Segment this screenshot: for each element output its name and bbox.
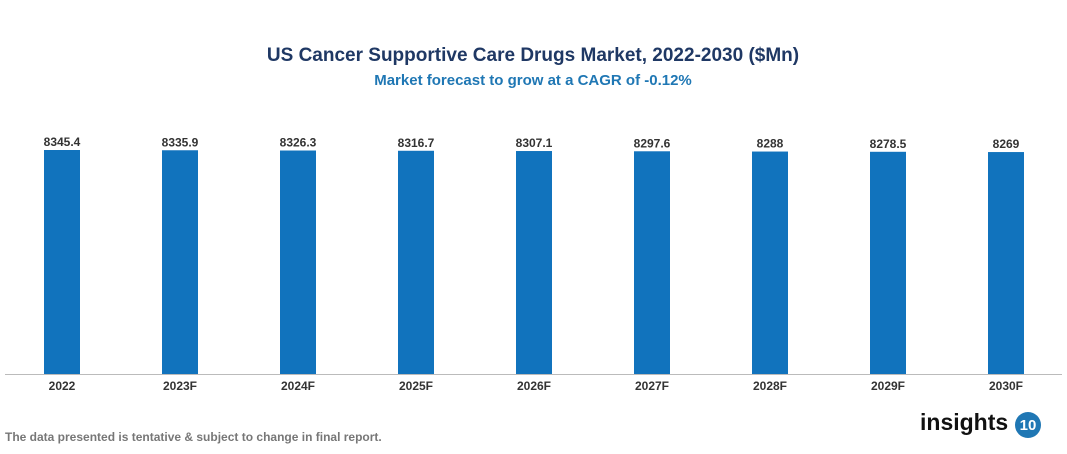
logo-number: 10: [1020, 417, 1037, 434]
x-tick-label: 2025F: [399, 379, 433, 393]
value-label: 8335.9: [162, 135, 199, 149]
value-label: 8307.1: [516, 136, 553, 150]
x-tick-label: 2027F: [635, 379, 669, 393]
x-tick-label: 2026F: [517, 379, 551, 393]
value-label: 8297.6: [634, 136, 671, 150]
value-label: 8345.4: [44, 135, 81, 149]
value-label: 8269: [993, 137, 1020, 151]
bar: [162, 150, 198, 374]
bar: [280, 150, 316, 374]
value-label: 8316.7: [398, 136, 435, 150]
footer-note: The data presented is tentative & subjec…: [5, 430, 382, 444]
x-tick-label: 2024F: [281, 379, 315, 393]
bar: [516, 151, 552, 374]
value-label: 8278.5: [870, 137, 907, 151]
bar: [398, 150, 434, 374]
chart-title: US Cancer Supportive Care Drugs Market, …: [267, 45, 799, 66]
bar: [870, 151, 906, 374]
x-tick-label: 2028F: [753, 379, 787, 393]
value-label: 8326.3: [280, 136, 317, 150]
bar: [752, 151, 788, 374]
chart-subtitle: Market forecast to grow at a CAGR of -0.…: [374, 72, 692, 89]
x-tick-label: 2022: [49, 379, 76, 393]
x-tick-label: 2023F: [163, 379, 197, 393]
bar: [988, 152, 1024, 374]
logo-badge: [1015, 412, 1041, 438]
bar: [44, 150, 80, 374]
logo-text: insights: [920, 409, 1008, 435]
x-tick-label: 2029F: [871, 379, 905, 393]
value-label: 8288: [757, 137, 784, 151]
x-tick-label: 2030F: [989, 379, 1023, 393]
bar: [634, 151, 670, 374]
